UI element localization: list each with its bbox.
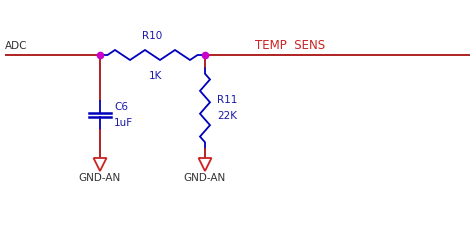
Text: 22K: 22K xyxy=(217,111,237,121)
Text: R11: R11 xyxy=(217,95,237,105)
Text: 1uF: 1uF xyxy=(114,118,133,128)
Text: GND-AN: GND-AN xyxy=(79,173,121,183)
Text: ADC: ADC xyxy=(5,41,27,51)
Text: TEMP  SENS: TEMP SENS xyxy=(255,39,325,52)
Text: 1K: 1K xyxy=(148,71,162,81)
Text: GND-AN: GND-AN xyxy=(184,173,226,183)
Text: C6: C6 xyxy=(114,102,128,112)
Text: R10: R10 xyxy=(143,31,163,41)
